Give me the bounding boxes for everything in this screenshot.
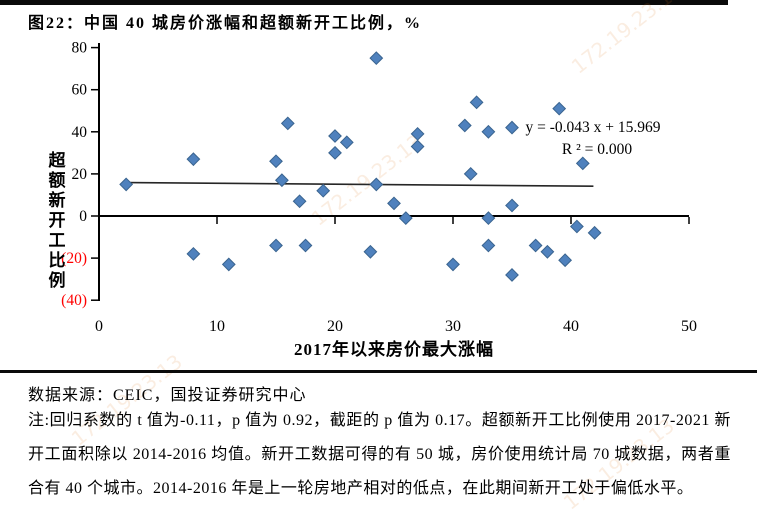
r-squared-label: R ² = 0.000: [562, 141, 632, 158]
y-tick-label: (40): [61, 292, 87, 309]
scatter-point: [505, 198, 519, 213]
x-tick-label: 50: [681, 318, 697, 335]
scatter-point: [528, 238, 543, 253]
scatter-point: [387, 196, 401, 211]
scatter-point: [369, 177, 384, 192]
x-axis-title: 2017年以来房价最大涨幅: [294, 339, 494, 359]
scatter-point: [481, 238, 496, 253]
scatter-point: [328, 129, 342, 143]
scatter-point: [481, 211, 496, 226]
x-tick-label: 40: [563, 318, 579, 335]
scatter-point: [558, 253, 573, 268]
scatter-point: [269, 154, 283, 169]
scatter-point: [505, 120, 519, 135]
footer-divider: [0, 370, 757, 373]
scatter-point: [186, 152, 201, 167]
scatter-point: [316, 183, 331, 198]
scatter-point: [552, 101, 567, 116]
scatter-point: [186, 246, 201, 261]
y-tick-label: 0: [79, 208, 87, 225]
y-axis-title-char: 比: [49, 250, 66, 270]
x-tick-label: 10: [209, 318, 225, 335]
x-tick-label: 0: [95, 318, 103, 335]
scatter-point: [328, 145, 342, 160]
scatter-point: [463, 166, 478, 181]
scatter-point: [274, 173, 289, 188]
scatter-point: [221, 257, 236, 272]
y-axis-title-char: 开: [49, 211, 66, 230]
y-axis-title-char: 超: [49, 150, 67, 170]
y-axis-title-char: 工: [49, 231, 66, 250]
scatter-point: [369, 51, 384, 66]
data-source-line: 数据来源：CEIC，国投证券研究中心: [28, 387, 307, 404]
scatter-point: [119, 177, 134, 192]
y-tick-label: (20): [61, 250, 87, 267]
scatter-point: [505, 268, 519, 282]
y-tick-label: 60: [72, 82, 88, 99]
scatter-point: [398, 211, 413, 226]
scatter-point: [587, 225, 602, 240]
scatter-point: [339, 135, 354, 150]
trend-line: [127, 181, 594, 187]
y-axis-title-char: 例: [49, 270, 66, 290]
scatter-point: [481, 124, 496, 139]
scatter-point: [457, 118, 472, 133]
scatter-point: [280, 116, 295, 131]
scatter-point: [575, 156, 590, 171]
x-tick-label: 30: [445, 318, 461, 335]
y-tick-label: 80: [72, 40, 88, 57]
y-axis-title-char: 新: [49, 190, 66, 210]
scatter-chart: 0 10 20 30 40 50 80 60 40 20 0 (20) (40) 超额新开工比例 2017年…: [49, 40, 698, 359]
scatter-point: [540, 244, 555, 259]
y-tick-label: 40: [72, 124, 88, 141]
scatter-point: [410, 139, 425, 154]
scatter-point: [469, 95, 484, 110]
y-tick-label: 20: [72, 166, 88, 183]
scatter-point: [269, 238, 283, 253]
scatter-point: [363, 244, 378, 259]
y-axis-title-char: 额: [49, 170, 66, 190]
footnote: 注:回归系数的 t 值为-0.11，p 值为 0.92，截距的 p 值为 0.1…: [28, 412, 731, 497]
equation-label: y = -0.043 x + 15.969: [525, 119, 660, 136]
scatter-point: [292, 194, 307, 209]
figure-title: 图22：中国 40 城房价涨幅和超额新开工比例，%: [28, 15, 423, 32]
x-tick-label: 20: [327, 318, 343, 335]
scatter-point: [446, 257, 460, 272]
scatter-point: [410, 126, 425, 141]
top-rule: [0, 0, 728, 5]
scatter-point: [569, 219, 584, 234]
scatter-point: [298, 238, 313, 253]
